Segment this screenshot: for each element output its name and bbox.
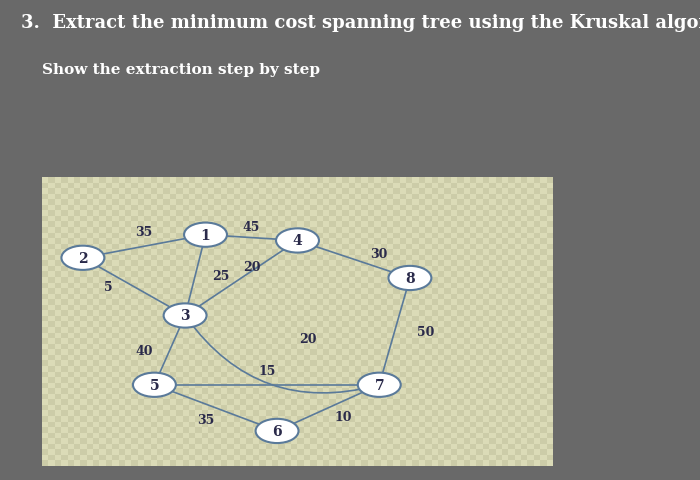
- Text: 6: 6: [272, 424, 282, 438]
- Text: 15: 15: [258, 364, 276, 377]
- Text: 3: 3: [181, 309, 190, 323]
- Text: 5: 5: [104, 280, 113, 294]
- Text: 10: 10: [335, 410, 352, 423]
- Text: 20: 20: [243, 260, 260, 274]
- Text: 50: 50: [416, 325, 434, 338]
- Circle shape: [256, 419, 298, 443]
- Circle shape: [389, 266, 431, 290]
- Text: 7: 7: [374, 378, 384, 392]
- FancyArrowPatch shape: [187, 318, 377, 393]
- Circle shape: [276, 229, 319, 253]
- Text: 35: 35: [197, 413, 214, 426]
- Text: 35: 35: [136, 226, 153, 239]
- Text: 8: 8: [405, 271, 414, 286]
- Circle shape: [184, 223, 227, 247]
- Text: 40: 40: [135, 344, 153, 357]
- Text: 2: 2: [78, 251, 88, 265]
- Text: 1: 1: [201, 228, 211, 242]
- Text: 30: 30: [370, 247, 388, 261]
- Text: Show the extraction step by step: Show the extraction step by step: [21, 62, 320, 76]
- Text: 20: 20: [299, 332, 316, 346]
- Text: 5: 5: [150, 378, 159, 392]
- Text: 4: 4: [293, 234, 302, 248]
- Circle shape: [358, 373, 400, 397]
- Text: 45: 45: [243, 220, 260, 233]
- Circle shape: [164, 304, 206, 328]
- Circle shape: [62, 246, 104, 270]
- Text: 3.  Extract the minimum cost spanning tree using the Kruskal algorithm: 3. Extract the minimum cost spanning tre…: [21, 14, 700, 32]
- Text: 25: 25: [212, 269, 230, 282]
- Circle shape: [133, 373, 176, 397]
